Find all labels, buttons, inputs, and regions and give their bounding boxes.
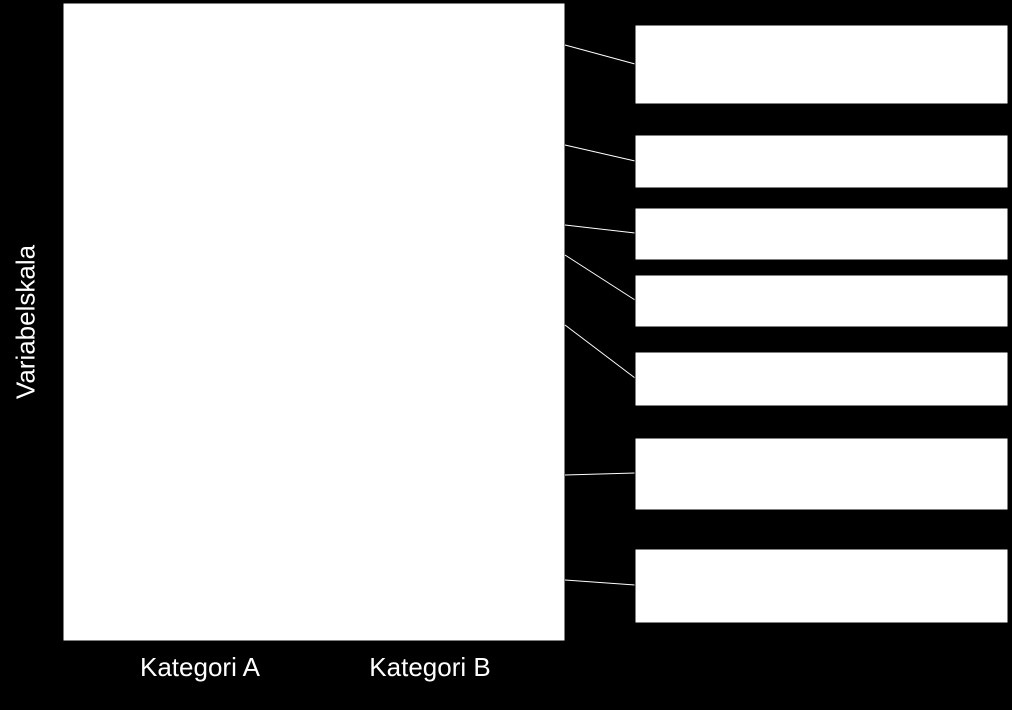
legend-box xyxy=(635,352,1008,406)
legend-box xyxy=(635,275,1008,327)
legend-box xyxy=(635,438,1008,510)
legend-box xyxy=(635,549,1008,623)
diagram-stage: Variabelskala Kategori A Kategori B xyxy=(0,0,1012,710)
legend-box xyxy=(635,135,1008,188)
x-axis-label-a: Kategori A xyxy=(140,652,260,683)
legend-box xyxy=(635,208,1008,260)
legend-box xyxy=(635,25,1008,104)
plot-panel xyxy=(63,3,565,641)
y-axis-label: Variabelskala xyxy=(11,245,42,399)
diagram-canvas xyxy=(0,0,1012,710)
x-axis-label-b: Kategori B xyxy=(369,652,490,683)
